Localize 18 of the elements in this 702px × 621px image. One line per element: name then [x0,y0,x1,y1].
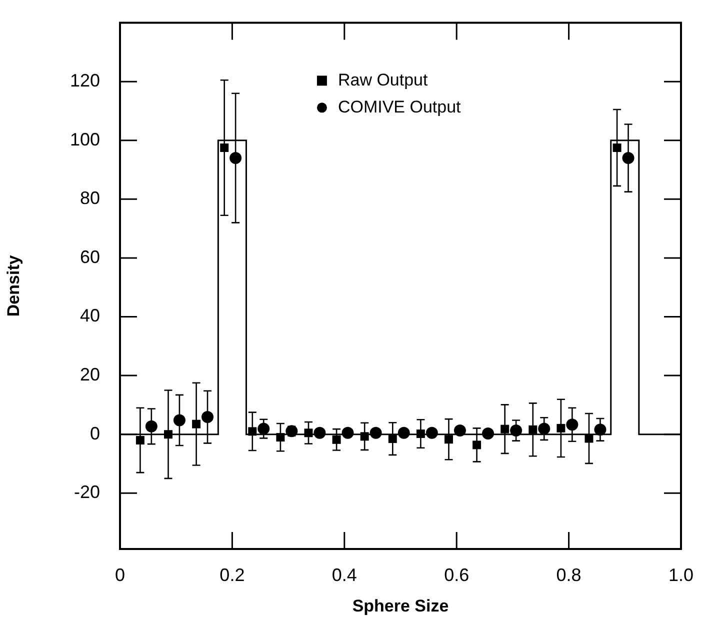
y-tick-label: 80 [80,188,100,208]
x-tick-label: 0.8 [556,564,582,585]
x-tick-label: 0 [114,564,126,585]
y-tick-label: 60 [80,246,100,267]
y-axis-title: Density [4,254,23,317]
y-tick-label: 20 [80,364,100,385]
x-tick-label: 1.0 [668,564,694,585]
x-tick-label: 0.2 [220,564,245,585]
legend-label: Raw Output [338,70,428,90]
legend-label: COMIVE Output [338,97,462,116]
x-axis-title: Sphere Size [352,596,449,616]
y-tick-label: -20 [74,482,100,502]
y-tick-label: 100 [70,129,100,150]
y-tick-label: 120 [70,70,100,91]
x-tick-label: 0.6 [444,564,470,585]
y-tick-label: 40 [80,306,100,326]
y-tick-label: 0 [90,423,100,444]
x-tick-label: 0.4 [332,564,357,585]
